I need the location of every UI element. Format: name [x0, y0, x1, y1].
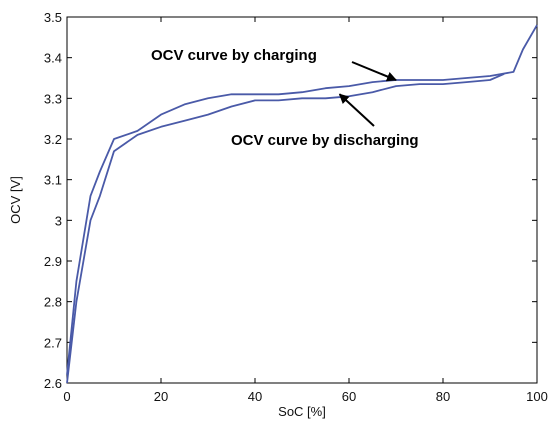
y-tick-label: 3.5: [44, 10, 62, 25]
plot-area: 0 20 40 60 80 100 2.6 2.7 2.8 2.9 3 3.1 3.2 3.3 3.4 3.5…: [44, 10, 548, 404]
y-tick-label: 3.4: [44, 51, 62, 66]
x-tick-label: 60: [342, 389, 356, 404]
y-tick-label: 3.3: [44, 91, 62, 106]
annotation-arrow-1: [351, 61, 397, 82]
x-axis-label: SoC [%]: [278, 404, 326, 419]
x-tick-label: 20: [154, 389, 168, 404]
y-tick-label: 3.1: [44, 173, 62, 188]
x-tick-label: 40: [248, 389, 262, 404]
y-tick-label: 3: [55, 213, 62, 228]
y-tick-label: 2.7: [44, 335, 62, 350]
series-line-2: [66, 73, 505, 384]
x-tick-label: 80: [436, 389, 450, 404]
x-tick-label: 0: [63, 389, 70, 404]
y-tick-label: 2.8: [44, 295, 62, 310]
annotation-label-1: OCV curve by charging: [151, 47, 317, 64]
x-tick-label: 100: [526, 389, 548, 404]
annotation-arrow-2: [338, 93, 375, 127]
y-tick-label: 2.9: [44, 254, 62, 269]
y-tick-label: 2.6: [44, 376, 62, 391]
series-line-1: [66, 24, 538, 375]
y-axis-label: OCV [V]: [8, 176, 23, 224]
plot-frame: [66, 16, 538, 384]
annotation-label-2: OCV curve by discharging: [231, 132, 419, 149]
y-tick-label: 3.2: [44, 132, 62, 147]
